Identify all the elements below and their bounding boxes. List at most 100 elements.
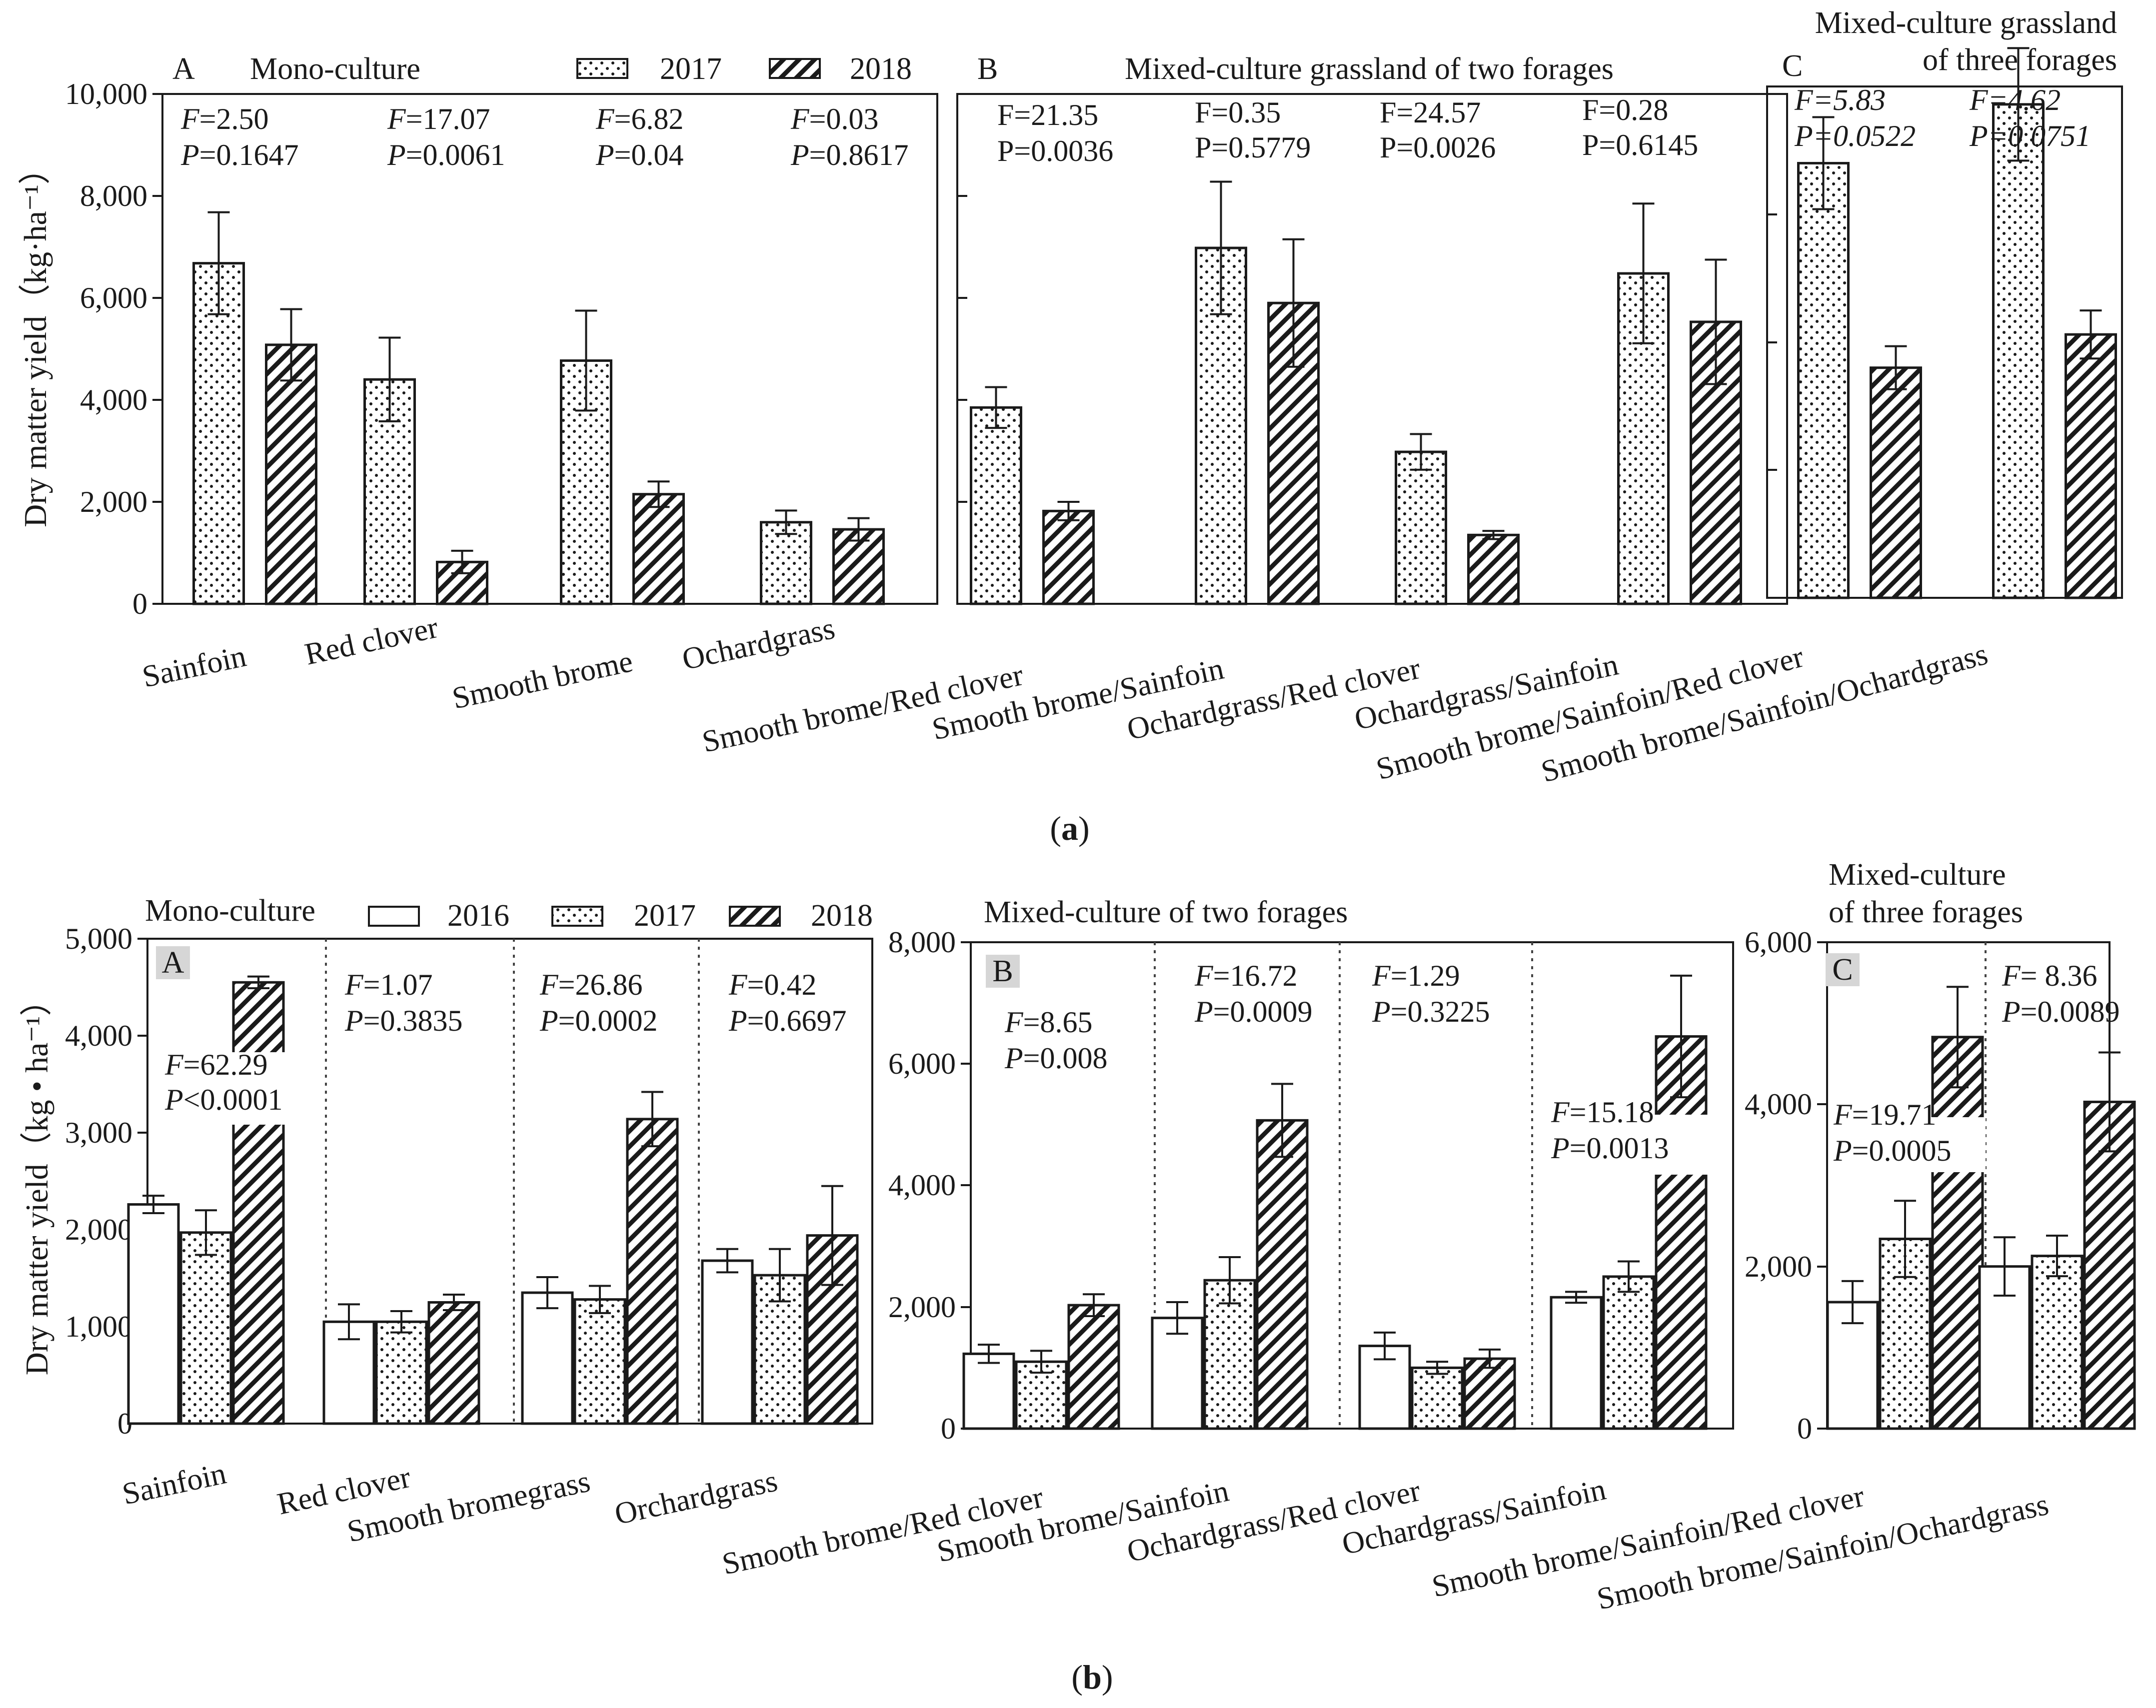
stat-f: F=62.29	[164, 1048, 268, 1081]
stat-f: F=0.03	[790, 102, 879, 135]
stat-f: F=21.35	[997, 98, 1098, 131]
x-category-labels-a: Sainfoin Red clover Smooth brome Ochardg…	[139, 610, 1992, 789]
panel-a-title: Mono-culture	[145, 894, 315, 928]
error-bar-2017-0	[1894, 1200, 1916, 1278]
bar-2016-3	[1550, 1296, 1603, 1430]
stat-f: F=6.82	[595, 102, 684, 135]
y-tick-label: 0	[1797, 1412, 1812, 1445]
panel-a-letter: A	[162, 946, 184, 980]
error-bar-2016-0	[978, 1344, 1000, 1364]
x-category-label: Sainfoin	[119, 1456, 229, 1511]
legend-label-2018: 2018	[850, 52, 912, 86]
panel-c-three-forages: Mixed-culture of three forages C 0 2,000…	[1745, 858, 2136, 1445]
bar-2017-2	[573, 1298, 626, 1425]
error-bar-2018-1	[443, 1293, 465, 1312]
y-tick-label: 5,000	[65, 922, 132, 955]
error-bar-2017-3	[769, 1248, 791, 1303]
panel-b-letter-box	[986, 955, 1020, 988]
panel-c-letter: C	[1782, 49, 1803, 83]
stat-p: P=0.0026	[1380, 131, 1496, 164]
bar-2017-0	[970, 406, 1022, 605]
error-bar-2016-1	[1994, 1236, 2016, 1297]
bar-2018-0	[1931, 1036, 1984, 1430]
bar-2017-0	[179, 1231, 232, 1425]
error-bar-2017-2	[575, 309, 597, 412]
bar-2016-0	[127, 1203, 180, 1425]
error-bar-2017-0	[985, 386, 1007, 429]
panel-a-letter-box	[156, 946, 190, 979]
legend-label-2018: 2018	[811, 899, 873, 933]
y-ticks-b: 0 2,000 4,000 6,000 8,000	[888, 926, 971, 1445]
bar-2018-1	[2065, 333, 2117, 599]
bar-2018-0	[1870, 366, 1922, 599]
panel-b-title: Mixed-culture grassland of two forages	[1125, 52, 1614, 86]
panel-c-letter-box	[1826, 953, 1860, 986]
legend-label-2017: 2017	[634, 899, 696, 933]
y-tick-label: 10,000	[65, 77, 147, 110]
error-bar-2018-1	[451, 549, 473, 574]
stat-p: P=0.04	[595, 138, 684, 171]
figure-a: Dry matter yield（kg·ha⁻¹） 2017 2018 A Mo…	[17, 6, 2123, 847]
legend-swatch-2016	[368, 906, 420, 927]
x-category-label: Ochardgrass	[679, 611, 838, 677]
bars-b-mono-culture	[127, 975, 859, 1425]
y-tick-label: 8,000	[888, 926, 956, 959]
error-bar-2018-3	[1670, 974, 1692, 1099]
bar-2017-1	[1992, 103, 2045, 599]
error-bar-2017-1	[378, 336, 401, 422]
error-bar-2018-1	[1282, 238, 1305, 368]
label-mask	[230, 1052, 286, 1125]
caption-b: (b)	[1071, 1658, 1113, 1696]
y-ticks-b	[957, 195, 967, 605]
panel-c-title-line1: Mixed-culture	[1829, 858, 2006, 892]
bars-a-three-forages	[1797, 47, 2117, 599]
error-bar-2018-2	[641, 1091, 663, 1148]
error-bar-2018-1	[2080, 309, 2102, 360]
bar-2016-0	[962, 1352, 1015, 1430]
y-axis-label: Dry matter yield（kg • ha⁻¹）	[19, 984, 54, 1376]
error-bar-2016-2	[536, 1276, 558, 1310]
bar-2017-3	[1602, 1275, 1655, 1430]
y-tick-label: 3,000	[65, 1116, 132, 1149]
stat-p: P=0.0089	[2002, 995, 2120, 1028]
panel-c-title-line2: of three forages	[1829, 895, 2023, 929]
legend-swatch-2018	[729, 906, 781, 927]
error-bar-2016-3	[716, 1248, 738, 1274]
bars-a-mono-culture	[192, 211, 885, 605]
panel-a-frame	[161, 93, 938, 605]
stat-p: P=0.0061	[387, 138, 505, 171]
y-tick-label: 4,000	[1745, 1088, 1812, 1121]
stat-p: P=0.6145	[1582, 128, 1698, 161]
stat-f: F=0.28	[1582, 93, 1668, 126]
stats-b: F=21.35 P=0.0036 F=0.35 P=0.5779 F=24.57…	[997, 93, 1698, 167]
stat-p: P=0.0002	[539, 1004, 658, 1037]
bar-2018-2	[1463, 1357, 1516, 1430]
error-bar-2017-3	[1632, 202, 1655, 344]
stat-f: F= 8.36	[2002, 959, 2098, 992]
error-bar-2018-3	[1705, 258, 1727, 385]
error-bar-2018-0	[247, 975, 269, 989]
bar-2018-2	[626, 1118, 679, 1425]
label-mask	[1930, 1117, 1986, 1172]
error-bar-2018-0	[1885, 345, 1907, 390]
error-bar-2016-3	[1565, 1291, 1587, 1304]
panel-c-three-forages: C Mixed-culture grassland of three forag…	[1766, 6, 2123, 599]
stat-f: F=15.18	[1551, 1096, 1654, 1129]
stats-a: F=62.29 P<0.0001 F=1.07 P=0.3835 F=26.86…	[164, 968, 847, 1116]
error-bar-2017-0	[1812, 116, 1835, 210]
bar-2018-3	[832, 528, 885, 605]
error-bar-2018-0	[1083, 1293, 1105, 1317]
error-bar-2018-3	[821, 1185, 843, 1286]
x-category-label: Sainfoin	[139, 639, 249, 694]
stat-f: F=8.65	[1004, 1006, 1093, 1039]
bar-2018-0	[265, 343, 317, 605]
stats-a: F=2.50 P=0.1647 F=17.07 P=0.0061 F=6.82 …	[180, 102, 909, 171]
figure-b: Dry matter yield（kg • ha⁻¹） 2016 2017 20…	[19, 858, 2136, 1696]
error-bar-2018-1	[2099, 1051, 2121, 1153]
error-bar-2017-0	[195, 1209, 217, 1256]
error-bar-2017-1	[1210, 180, 1232, 315]
stat-p: P=0.0013	[1551, 1132, 1669, 1165]
error-bar-2016-1	[1166, 1301, 1188, 1335]
error-bar-2017-1	[390, 1310, 412, 1334]
stat-f: F=16.72	[1194, 959, 1298, 992]
